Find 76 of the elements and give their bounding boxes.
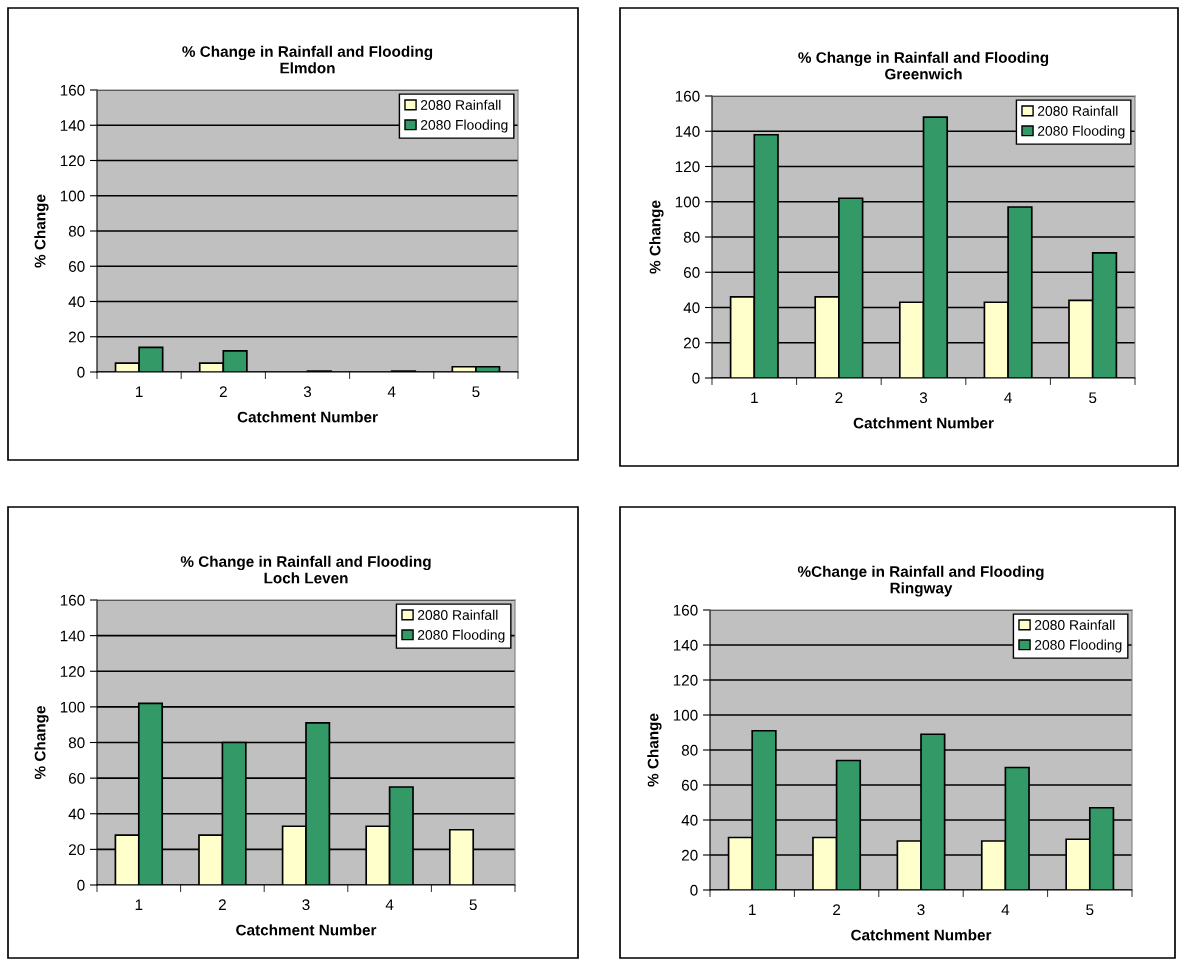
x-tick-label: 4 [1004, 392, 1012, 403]
x-axis-title: Catchment Number [851, 929, 992, 941]
y-tick-label: 120 [675, 161, 700, 173]
legend-label: 2080 Rainfall [417, 609, 498, 620]
chart-title: % Change in Rainfall and Flooding Greenwich [798, 51, 1049, 80]
x-tick-label: 1 [749, 904, 756, 915]
y-tick-label: 0 [692, 372, 700, 384]
x-tick-label: 5 [469, 899, 477, 911]
x-tick-label: 4 [1001, 904, 1010, 915]
y-tick-label: 100 [60, 701, 85, 713]
y-tick-label: 20 [681, 849, 698, 861]
x-tick-label: 3 [917, 904, 925, 916]
y-tick-label: 120 [60, 666, 85, 677]
x-tick-label: 3 [919, 392, 928, 404]
chart-title: %Change in Rainfall and Flooding Ringway [797, 565, 1044, 597]
legend-label: 2080 Flooding [420, 119, 508, 133]
y-tick-label: 140 [673, 639, 698, 651]
y-tick-label: 160 [60, 84, 85, 96]
x-axis-title: Catchment Number [853, 417, 994, 429]
legend-label: 2080 Flooding [1034, 639, 1122, 653]
y-tick-label: 80 [683, 231, 700, 243]
x-tick-label: 5 [1089, 392, 1097, 404]
legend-label: 2080 Rainfall [1034, 619, 1115, 630]
y-axis-title: % Change [34, 706, 49, 780]
y-tick-label: 160 [673, 604, 698, 616]
x-tick-label: 5 [1086, 904, 1094, 916]
x-tick-label: 2 [219, 386, 227, 397]
x-tick-label: 4 [387, 386, 396, 397]
legend-label: 2080 Flooding [417, 629, 505, 643]
y-tick-label: 140 [60, 120, 85, 131]
x-tick-label: 1 [136, 386, 143, 397]
x-tick-label: 3 [303, 386, 312, 398]
y-axis-title: % Change [649, 200, 664, 274]
y-tick-label: 20 [683, 337, 700, 349]
x-tick-label: 5 [472, 386, 480, 398]
y-tick-label: 0 [690, 884, 698, 896]
y-tick-label: 80 [68, 737, 85, 749]
y-tick-label: 160 [675, 90, 700, 102]
y-axis-title: % Change [647, 713, 662, 787]
x-axis-title: Catchment Number [236, 924, 377, 936]
y-tick-label: 40 [681, 814, 698, 826]
y-tick-label: 140 [675, 126, 700, 137]
y-tick-label: 100 [60, 190, 85, 202]
x-tick-label: 1 [135, 899, 143, 910]
y-axis-title: % Change [34, 194, 49, 268]
y-tick-label: 60 [681, 779, 698, 791]
y-tick-label: 80 [68, 225, 85, 237]
legend-label: 2080 Rainfall [1037, 105, 1118, 116]
x-tick-label: 2 [218, 899, 226, 910]
y-tick-label: 80 [681, 744, 698, 756]
x-tick-label: 3 [302, 899, 310, 911]
y-tick-label: 0 [77, 879, 85, 891]
legend-label: 2080 Flooding [1037, 125, 1125, 139]
y-tick-label: 60 [68, 772, 85, 784]
y-tick-label: 40 [68, 808, 85, 820]
y-tick-label: 100 [675, 196, 700, 208]
y-tick-label: 40 [68, 296, 85, 308]
y-tick-label: 0 [77, 366, 85, 378]
y-tick-label: 120 [673, 674, 698, 686]
y-tick-label: 160 [60, 594, 85, 606]
x-tick-label: 2 [835, 392, 843, 403]
x-tick-label: 4 [385, 899, 394, 910]
y-tick-label: 40 [683, 302, 700, 314]
y-tick-label: 100 [673, 709, 698, 721]
legend-label: 2080 Rainfall [420, 99, 501, 110]
y-tick-label: 20 [68, 331, 85, 343]
x-axis-title: Catchment Number [237, 411, 378, 423]
y-tick-label: 140 [60, 630, 85, 642]
chart-title: % Change in Rainfall and Flooding Elmdon [182, 45, 433, 74]
y-tick-label: 60 [683, 267, 700, 278]
x-tick-label: 2 [833, 904, 841, 915]
chart-title: % Change in Rainfall and Flooding Loch Leven [180, 555, 431, 584]
x-tick-label: 1 [751, 392, 758, 403]
y-tick-label: 120 [60, 155, 85, 167]
y-tick-label: 60 [68, 261, 85, 272]
y-tick-label: 20 [68, 844, 85, 856]
